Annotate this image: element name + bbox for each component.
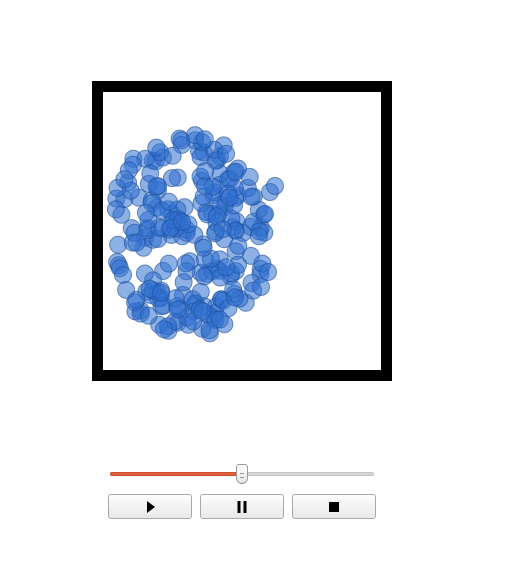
particle bbox=[217, 144, 236, 163]
particle bbox=[226, 288, 244, 307]
particle bbox=[159, 192, 178, 211]
particle bbox=[136, 203, 155, 222]
slider-fill bbox=[110, 472, 242, 476]
particle bbox=[168, 300, 187, 319]
particle bbox=[240, 167, 259, 186]
particle bbox=[210, 310, 229, 329]
particle bbox=[191, 282, 210, 301]
particle bbox=[174, 273, 193, 292]
particle bbox=[177, 254, 195, 273]
particle bbox=[155, 320, 173, 339]
particle bbox=[217, 258, 236, 277]
particle bbox=[117, 280, 136, 299]
particle bbox=[213, 220, 232, 239]
play-icon bbox=[147, 500, 155, 513]
particle bbox=[127, 233, 146, 252]
slider-thumb[interactable] bbox=[236, 464, 248, 484]
particle bbox=[135, 264, 154, 283]
play-button[interactable] bbox=[108, 494, 192, 519]
particle bbox=[115, 170, 134, 189]
particle bbox=[242, 187, 261, 206]
particle bbox=[196, 162, 215, 181]
particle bbox=[229, 236, 248, 255]
playback-controls bbox=[108, 494, 376, 519]
particle bbox=[266, 177, 284, 195]
stop-button[interactable] bbox=[292, 494, 376, 519]
particle bbox=[173, 213, 192, 231]
particle bbox=[147, 138, 166, 157]
particle bbox=[139, 306, 158, 325]
particle bbox=[256, 205, 274, 223]
particle bbox=[220, 188, 239, 207]
pause-icon bbox=[237, 500, 247, 513]
particle bbox=[193, 302, 212, 321]
particle bbox=[163, 146, 182, 165]
particle bbox=[195, 130, 214, 149]
particle bbox=[194, 238, 213, 257]
particle bbox=[159, 254, 178, 273]
particle bbox=[195, 267, 214, 286]
simulation-area bbox=[92, 81, 392, 381]
particle bbox=[106, 200, 125, 219]
particle bbox=[252, 278, 270, 296]
particle bbox=[163, 169, 181, 188]
particle bbox=[152, 283, 170, 302]
speed-slider[interactable] bbox=[110, 464, 374, 486]
particle bbox=[109, 235, 128, 254]
particle bbox=[249, 227, 268, 246]
particle-canvas bbox=[106, 126, 284, 343]
particle bbox=[114, 265, 132, 284]
particle bbox=[147, 177, 166, 196]
stop-icon bbox=[329, 501, 339, 512]
pause-button[interactable] bbox=[200, 494, 284, 519]
particle bbox=[259, 263, 277, 281]
